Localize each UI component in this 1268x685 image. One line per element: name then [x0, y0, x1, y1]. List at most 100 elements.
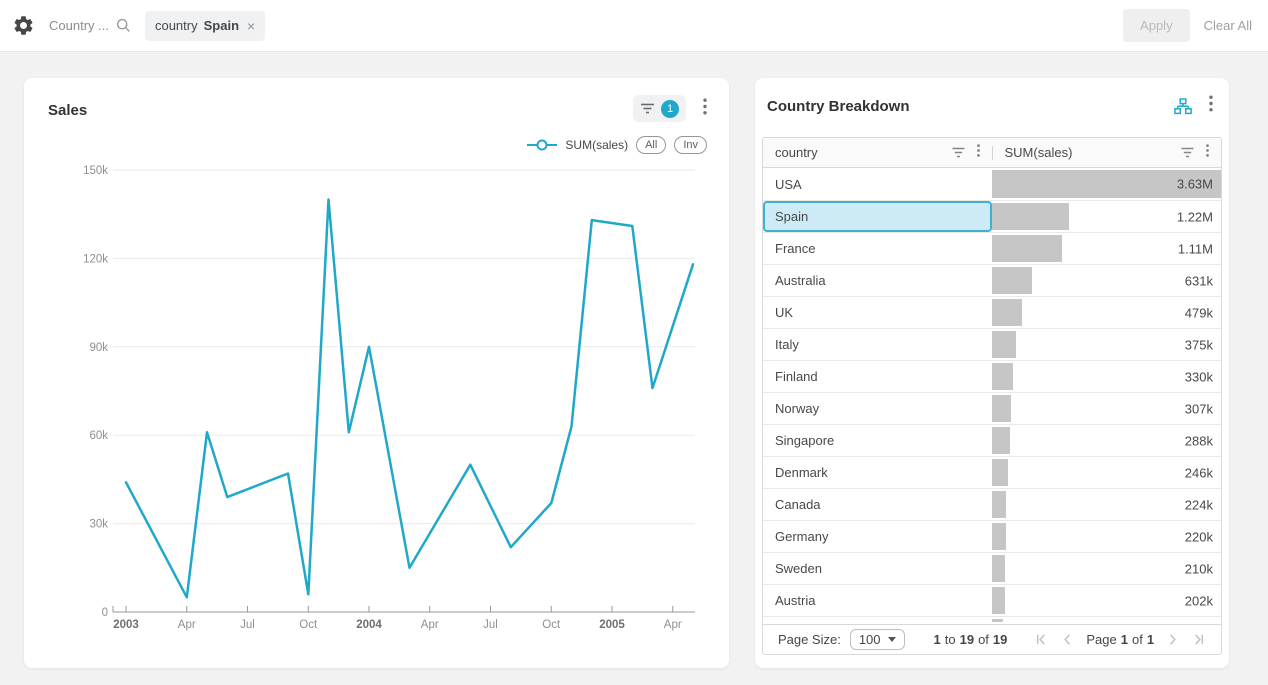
value-text: 220k: [1184, 529, 1213, 544]
value-bar: [992, 395, 1012, 422]
y-axis-tick-label: 30k: [89, 519, 108, 531]
table-row[interactable]: USA 3.63M: [763, 168, 1221, 200]
value-text: 375k: [1184, 337, 1213, 352]
drill-hierarchy-icon[interactable]: [1174, 97, 1192, 115]
settings-gear-icon[interactable]: [12, 14, 35, 37]
value-bar: [992, 267, 1032, 294]
y-axis-tick-label: 90k: [89, 342, 108, 354]
apply-button[interactable]: Apply: [1123, 9, 1190, 42]
breakdown-panel-title: Country Breakdown: [767, 97, 910, 115]
country-cell[interactable]: Denmark: [775, 465, 828, 480]
filter-count-badge: 1: [661, 99, 679, 118]
table-row[interactable]: Germany 220k: [763, 520, 1221, 552]
chart-menu-kebab-icon[interactable]: [701, 96, 709, 122]
table-row[interactable]: Canada 224k: [763, 488, 1221, 520]
page-size-value: 100: [858, 632, 881, 647]
value-cell: 3.63M: [992, 168, 1221, 200]
table-row-partial: [763, 616, 1221, 624]
sales-panel-title: Sales: [48, 102, 88, 119]
country-cell[interactable]: USA: [775, 176, 802, 192]
country-cell: [763, 617, 992, 624]
country-cell[interactable]: Norway: [775, 401, 820, 416]
table-row[interactable]: UK 479k: [763, 296, 1221, 328]
filter-search-box[interactable]: Country ...: [49, 18, 131, 33]
chip-value: Spain: [203, 18, 240, 33]
country-cell[interactable]: Spain: [763, 201, 992, 232]
table-row[interactable]: France 1.11M: [763, 232, 1221, 264]
country-cell[interactable]: Finland: [775, 369, 818, 384]
x-axis-tick-label: Apr: [664, 619, 682, 631]
first-page-icon[interactable]: [1034, 632, 1049, 647]
value-cell: 375k: [992, 329, 1221, 360]
clear-all-button[interactable]: Clear All: [1203, 18, 1252, 33]
value-bar: [992, 170, 1221, 198]
column-menu-kebab-icon[interactable]: [975, 142, 982, 164]
filter-bar: Country ... country Spain × Apply Clear …: [0, 0, 1268, 52]
country-cell[interactable]: Germany: [775, 529, 829, 544]
legend-all-button[interactable]: All: [636, 136, 667, 154]
value-cell: [992, 617, 1221, 624]
column-filter-icon[interactable]: [952, 147, 965, 158]
country-cell[interactable]: France: [775, 241, 816, 256]
chart-filter-button[interactable]: 1: [633, 95, 686, 122]
sales-series-line: [124, 198, 695, 599]
value-cell: 202k: [992, 585, 1221, 616]
value-cell: 220k: [992, 521, 1221, 552]
value-cell: 288k: [992, 425, 1221, 456]
column-header-country[interactable]: country: [763, 138, 992, 167]
last-page-icon[interactable]: [1191, 632, 1206, 647]
column-menu-kebab-icon[interactable]: [1204, 142, 1211, 164]
table-header-row: country SUM(sales): [763, 138, 1221, 168]
value-text: 288k: [1184, 433, 1213, 448]
table-row[interactable]: Spain 1.22M: [763, 200, 1221, 232]
legend-inv-button[interactable]: Inv: [674, 136, 707, 154]
filter-lines-icon: [640, 102, 655, 115]
table-row[interactable]: Finland 330k: [763, 360, 1221, 392]
table-row[interactable]: Austria 202k: [763, 584, 1221, 616]
table-row[interactable]: Italy 375k: [763, 328, 1221, 360]
table-row[interactable]: Sweden 210k: [763, 552, 1221, 584]
country-cell[interactable]: Austria: [775, 593, 816, 608]
x-axis-tick-label: Apr: [421, 619, 439, 631]
legend-line-marker-icon[interactable]: [527, 139, 558, 151]
table-row[interactable]: Denmark 246k: [763, 456, 1221, 488]
value-text: 3.63M: [1176, 176, 1213, 192]
page-size-dropdown[interactable]: 100: [849, 629, 905, 650]
x-axis-tick-label: Apr: [178, 619, 196, 631]
chip-remove-icon[interactable]: ×: [247, 17, 256, 34]
value-cell: 631k: [992, 265, 1221, 296]
value-bar: [992, 203, 1069, 230]
previous-page-icon[interactable]: [1060, 632, 1075, 647]
y-axis-tick-label: 150k: [83, 165, 108, 177]
country-cell[interactable]: Italy: [775, 337, 799, 352]
table-row[interactable]: Singapore 288k: [763, 424, 1221, 456]
country-cell[interactable]: UK: [775, 305, 794, 320]
country-cell[interactable]: Australia: [775, 273, 826, 288]
x-axis-tick-label: Jul: [483, 619, 498, 631]
next-page-icon[interactable]: [1165, 632, 1180, 647]
sales-line-chart[interactable]: 0 30k 60k 90k 120k 150k 2003 Apr Jul Oct 2004 Apr Ju…: [24, 78, 729, 668]
country-cell[interactable]: Singapore: [775, 433, 835, 448]
country-cell[interactable]: Canada: [775, 497, 821, 512]
page-size-label: Page Size:: [777, 632, 841, 647]
value-bar: [992, 555, 1006, 582]
value-bar: [992, 587, 1005, 614]
table-menu-kebab-icon[interactable]: [1207, 93, 1215, 119]
value-bar: [992, 619, 1003, 622]
chevron-down-icon: [887, 637, 896, 642]
country-breakdown-panel: Country Breakdown country SUM(sales): [755, 78, 1229, 668]
filter-chip-country-spain[interactable]: country Spain ×: [144, 10, 266, 41]
value-text: 330k: [1184, 369, 1213, 384]
legend-series-label[interactable]: SUM(sales): [565, 138, 629, 152]
column-filter-icon[interactable]: [1181, 147, 1194, 158]
header-separator: [991, 145, 993, 160]
table-row[interactable]: Norway 307k: [763, 392, 1221, 424]
country-cell[interactable]: Sweden: [775, 561, 822, 576]
x-axis-tick-label: Oct: [542, 619, 561, 631]
value-text: 307k: [1184, 401, 1213, 416]
value-bar: [992, 363, 1013, 390]
column-header-sum-sales[interactable]: SUM(sales): [993, 138, 1222, 167]
page-indicator-text: Page 1 of 1: [1086, 632, 1155, 647]
value-bar: [992, 491, 1007, 518]
table-row[interactable]: Australia 631k: [763, 264, 1221, 296]
